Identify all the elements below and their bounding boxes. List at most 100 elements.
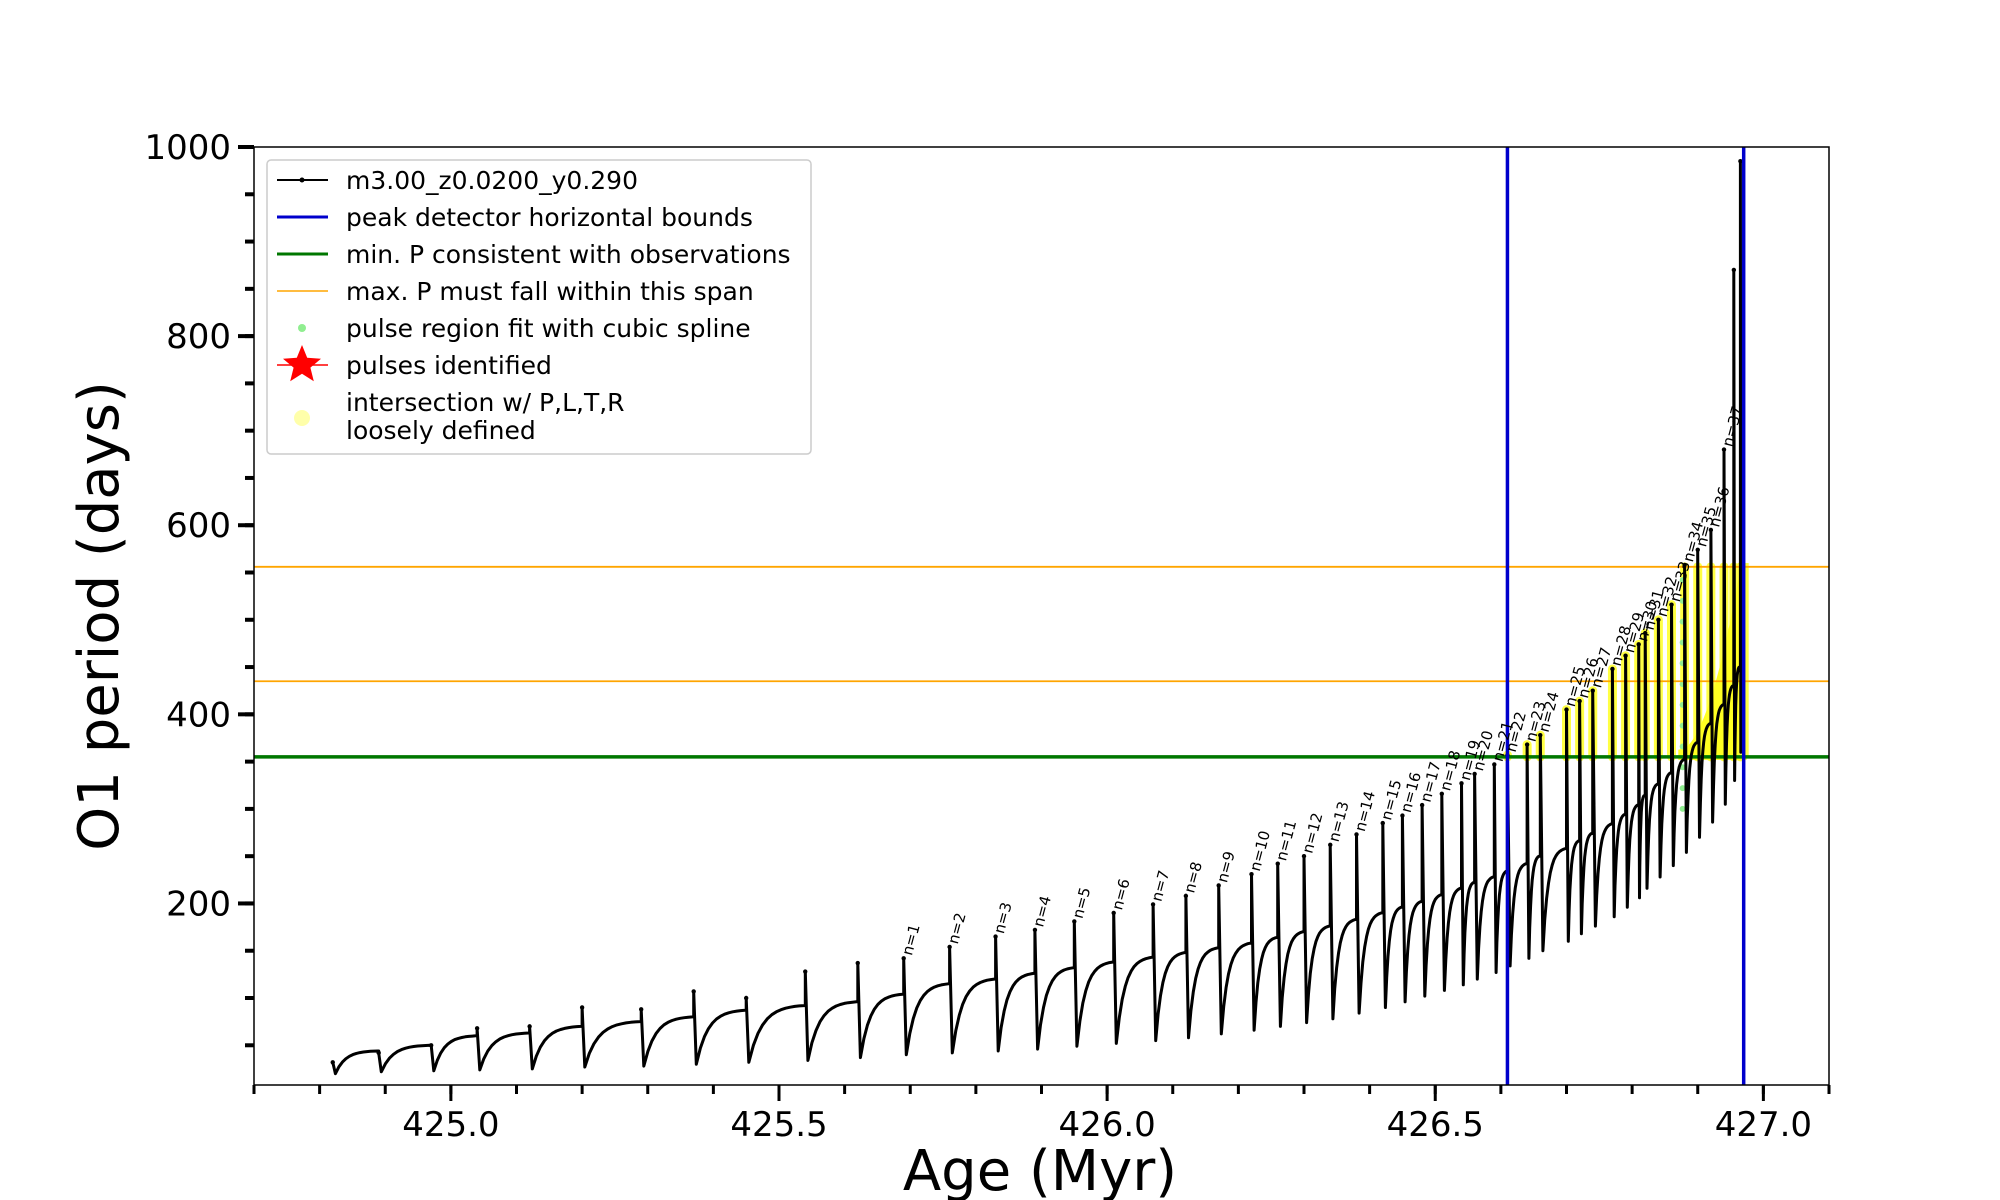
pulse-peak-point — [803, 969, 808, 974]
pulse-peak-point — [1459, 781, 1464, 786]
pulse-label: n=3 — [990, 900, 1016, 935]
x-axis-ticks: 425.0 425.5 426.0 426.5 427.0 — [252, 1085, 1831, 1145]
pulse-peak-point — [1656, 617, 1661, 622]
pulse-label: n=9 — [1213, 849, 1239, 884]
pulse-label: n=8 — [1180, 860, 1206, 895]
legend-label: m3.00_z0.0200_y0.290 — [346, 166, 638, 195]
pulse-label: n=11 — [1272, 818, 1300, 862]
pulse-peak-point — [1610, 666, 1615, 672]
pulse-peak-point — [1400, 813, 1405, 818]
pulse-label: n=5 — [1069, 885, 1095, 920]
y-axis-title: O1 period (days) — [67, 381, 132, 851]
pulse-label: n=10 — [1246, 829, 1274, 873]
legend-item-peak-detector: peak detector horizontal bounds — [277, 203, 753, 232]
legend-item-series: m3.00_z0.0200_y0.290 — [277, 166, 638, 195]
pulse-peak-point — [1623, 653, 1628, 658]
legend-box — [266, 159, 812, 455]
pulse-peak-point — [1301, 853, 1307, 859]
pulse-label: n=1 — [898, 922, 924, 957]
legend-label: peak detector horizontal bounds — [346, 203, 753, 232]
pulse-peak-point — [1590, 688, 1595, 693]
pulse-peak-point — [855, 960, 860, 966]
pulse-peak-point — [993, 934, 998, 939]
pulse-peak-point — [1032, 927, 1038, 933]
pulse-label: n=14 — [1351, 789, 1379, 833]
pulse-peak-point — [330, 1060, 335, 1065]
legend-marker-dot — [299, 177, 305, 183]
pulse-peak-point — [1275, 861, 1280, 866]
pulse-peak-point — [1682, 562, 1687, 568]
x-tick-label: 425.0 — [402, 1105, 499, 1145]
pulse-peak-point — [1354, 832, 1359, 837]
series-line — [330, 158, 1745, 1076]
pulse-peak-point — [1492, 762, 1497, 767]
pulse-peak-point — [1150, 902, 1156, 907]
vertical-reference-lines — [1505, 147, 1746, 1085]
pulse-label: n=4 — [1029, 894, 1055, 929]
pulse-peak-point — [527, 1024, 532, 1029]
pulse-peak-point — [1380, 820, 1385, 826]
pulse-peak-point — [743, 995, 749, 1001]
pulse-peak-point — [1538, 732, 1543, 738]
y-axis-ticks: 200 400 600 800 1000 — [144, 128, 254, 1048]
pulse-peak-point — [1577, 698, 1582, 704]
y-tick-label: 800 — [166, 317, 231, 357]
pulse-peak-point — [1249, 871, 1254, 877]
pulse-peak-point — [691, 989, 696, 994]
pulse-peak-point — [638, 1007, 644, 1012]
legend-item-min-period: min. P consistent with observations — [277, 240, 791, 269]
pulse-peak-point — [1721, 447, 1727, 452]
legend-label-line2: loosely defined — [346, 416, 536, 445]
legend-label: pulses identified — [346, 351, 552, 380]
pulse-label: n=7 — [1148, 868, 1174, 903]
pulse-peak-point — [1695, 547, 1700, 553]
pulse-peak-point — [1328, 842, 1333, 848]
pulse-peak-point — [1472, 771, 1477, 777]
pulse-peak-point — [428, 1043, 434, 1048]
pulse-peak-point — [579, 1005, 585, 1010]
pulse-peak-point — [901, 956, 906, 961]
pulse-peak-point — [376, 1050, 381, 1056]
y-tick-label: 1000 — [144, 128, 231, 168]
x-axis-title: Age (Myr) — [903, 1139, 1177, 1200]
x-tick-label: 426.5 — [1387, 1105, 1484, 1145]
legend-label: max. P must fall within this span — [346, 277, 754, 306]
pulse-peak-point — [1669, 602, 1674, 607]
pulse-peak-point — [1708, 527, 1714, 533]
pulse-peak-point — [474, 1026, 480, 1031]
spline-dot — [1679, 785, 1686, 792]
y-tick-label: 200 — [166, 884, 231, 924]
pulse-peak-point — [1738, 158, 1743, 164]
legend-item-max-period: max. P must fall within this span — [277, 277, 754, 306]
legend-intersection-dot — [294, 410, 310, 426]
y-tick-label: 600 — [166, 506, 231, 546]
legend-star-marker — [283, 345, 321, 382]
pulse-peak-point — [947, 944, 952, 950]
spline-dot — [1679, 805, 1686, 812]
pulse-peak-point — [1636, 642, 1641, 647]
series-path — [331, 159, 1745, 1076]
legend-item-pulses: pulses identified — [277, 345, 552, 382]
legend-item-spline: pulse region fit with cubic spline — [298, 314, 751, 343]
pulse-peak-point — [1216, 883, 1221, 888]
legend: m3.00_z0.0200_y0.290 peak detector horiz… — [266, 159, 812, 455]
pulse-peak-point — [1183, 893, 1189, 899]
x-tick-label: 426.0 — [1058, 1105, 1155, 1145]
pulse-peak-point — [1419, 802, 1425, 808]
y-tick-label: 400 — [166, 695, 231, 735]
pulse-label: n=12 — [1298, 811, 1326, 855]
pulse-peak-point — [1439, 791, 1445, 796]
pulse-peak-point — [1072, 919, 1077, 924]
legend-label: intersection w/ P,L,T,R — [346, 388, 625, 417]
pulse-label: n=2 — [944, 911, 970, 946]
legend-label: pulse region fit with cubic spline — [346, 314, 751, 343]
pulse-peak-point — [1564, 707, 1569, 712]
pulse-label: n=24 — [1535, 690, 1563, 734]
legend-item-intersection: intersection w/ P,L,T,R loosely defined — [294, 388, 625, 445]
legend-label: min. P consistent with observations — [346, 240, 791, 269]
pulse-label: n=36 — [1705, 485, 1733, 529]
pulse-peak-point — [1643, 630, 1648, 636]
pulse-peak-point — [1111, 910, 1116, 916]
x-tick-label: 427.0 — [1715, 1105, 1812, 1145]
